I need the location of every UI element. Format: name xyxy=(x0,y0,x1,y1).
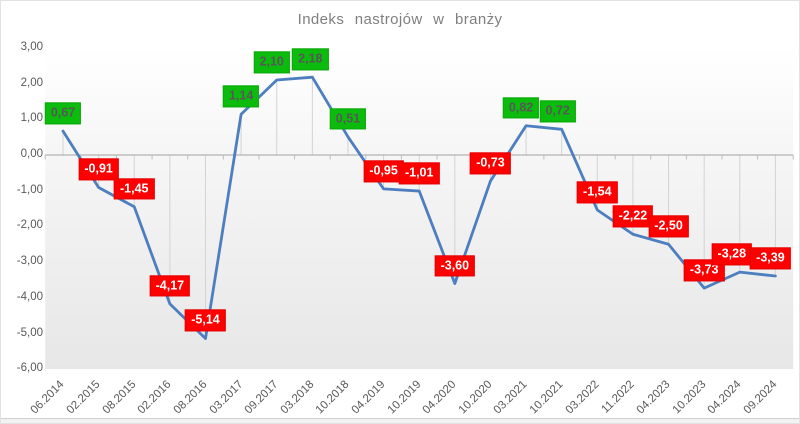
data-value-label: -4,17 xyxy=(149,275,191,297)
y-axis-tick-label: -5,00 xyxy=(16,326,43,339)
y-axis-tick-label: 0,00 xyxy=(20,148,43,160)
data-value-label: -2,22 xyxy=(612,205,654,228)
data-value-label: -5,14 xyxy=(185,309,226,332)
y-axis-tick-label: -2,00 xyxy=(16,219,43,232)
data-value-label: -1,01 xyxy=(398,162,440,185)
y-axis-tick-label: 2,00 xyxy=(20,76,43,89)
data-value-label: 0,67 xyxy=(44,102,82,125)
y-axis-tick-label: 3,00 xyxy=(20,40,43,53)
data-value-label: -0,73 xyxy=(470,152,511,175)
window-edge xyxy=(1,418,799,423)
data-value-label: -3,39 xyxy=(750,247,791,270)
y-axis-tick-label: -3,00 xyxy=(16,255,43,268)
data-value-label: -0,91 xyxy=(78,158,119,181)
y-axis-tick-label: 1,00 xyxy=(20,112,43,125)
plot-area-background xyxy=(45,47,794,369)
sentiment-data-line xyxy=(61,75,777,340)
data-value-label: -0,95 xyxy=(363,160,404,182)
data-value-label: 2,10 xyxy=(253,51,290,74)
chart-title: Indeks nastrojów w branży xyxy=(297,11,503,28)
y-axis-tick-label: -1,00 xyxy=(16,183,43,196)
y-axis-tick-label: -4,00 xyxy=(16,290,43,303)
y-axis-tick-label: -6,00 xyxy=(16,362,43,375)
data-value-label: -3,28 xyxy=(711,243,753,266)
data-value-label: -3,60 xyxy=(434,254,476,277)
data-value-label: -2,50 xyxy=(648,215,689,238)
data-value-label: 0,82 xyxy=(502,97,540,119)
data-value-label: 1,14 xyxy=(222,85,260,108)
data-value-label: 0,51 xyxy=(329,108,367,130)
data-value-label: 0,72 xyxy=(539,100,576,123)
data-value-label: 2,18 xyxy=(292,48,329,71)
data-value-label: -1,45 xyxy=(114,178,155,200)
data-value-label: -1,54 xyxy=(577,181,618,203)
